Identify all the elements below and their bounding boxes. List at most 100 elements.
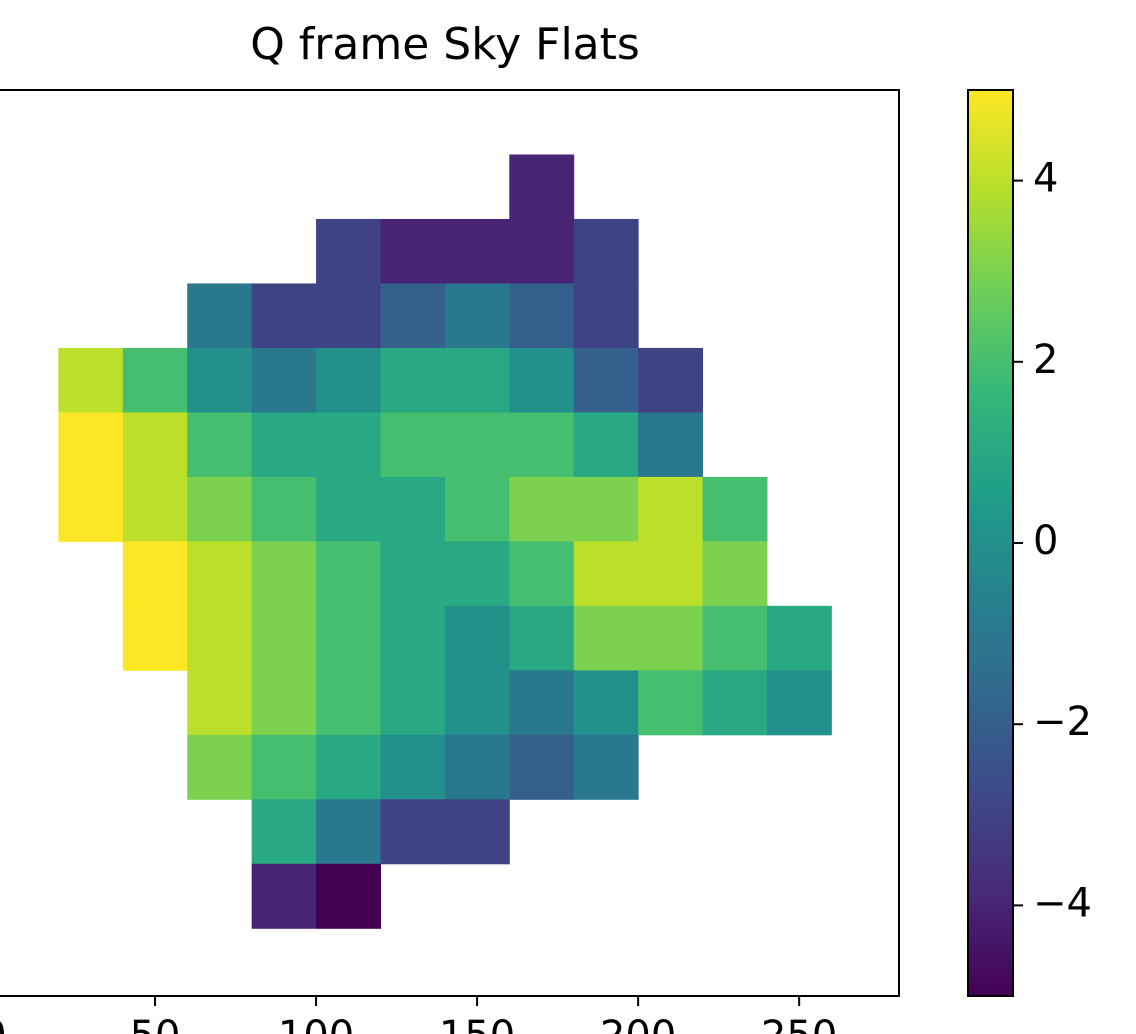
x-tick-label: 0 <box>0 1013 7 1034</box>
heatmap-cell <box>251 541 317 607</box>
heatmap-cell <box>444 347 510 413</box>
heatmap-cell <box>316 799 381 865</box>
heatmap-cell <box>251 863 317 929</box>
heatmap-cell <box>573 541 639 607</box>
heatmap-cell <box>122 412 188 478</box>
heatmap-cell <box>509 734 575 800</box>
heatmap-cell <box>58 476 124 542</box>
heatmap-cell <box>573 218 639 284</box>
heatmap-cell <box>187 541 253 607</box>
heatmap-cell <box>380 799 446 865</box>
heatmap-cell <box>316 863 381 929</box>
colorbar-tick-label: 0 <box>1033 518 1058 564</box>
heatmap-cell <box>380 734 446 800</box>
heatmap-cell <box>509 476 575 542</box>
heatmap-cell <box>573 670 639 736</box>
heatmap-cell <box>380 670 446 736</box>
heatmap-cell <box>316 670 381 736</box>
heatmap-cell <box>444 734 510 800</box>
colorbar-tick-label: −4 <box>1033 880 1092 926</box>
heatmap-cell <box>702 605 768 671</box>
x-tick-label: 100 <box>278 1013 354 1034</box>
heatmap-cell <box>122 347 188 413</box>
heatmap-cell <box>380 605 446 671</box>
x-tick-label: 200 <box>600 1013 676 1034</box>
heatmap-cell <box>509 283 575 349</box>
plot-frame <box>0 89 900 997</box>
heatmap-cell <box>702 541 768 607</box>
heatmap-cell <box>251 670 317 736</box>
heatmap-cell <box>58 412 124 478</box>
heatmap-cell <box>187 347 253 413</box>
x-tick-label: 250 <box>761 1013 837 1034</box>
heatmap-cell <box>380 541 446 607</box>
colorbar <box>967 89 1014 997</box>
heatmap-cell <box>251 476 317 542</box>
heatmap-image <box>58 154 832 929</box>
heatmap-cell <box>444 799 510 865</box>
heatmap-cell <box>573 283 639 349</box>
colorbar-tick-label: −2 <box>1033 699 1092 745</box>
heatmap-cell <box>573 412 639 478</box>
heatmap-cell <box>251 283 317 349</box>
heatmap-cell <box>58 347 124 413</box>
heatmap-cell <box>380 218 446 284</box>
heatmap-cell <box>380 347 446 413</box>
heatmap-cell <box>638 541 704 607</box>
heatmap-cell <box>573 476 639 542</box>
heatmap-cell <box>702 476 768 542</box>
heatmap-cell <box>251 412 317 478</box>
heatmap-cell <box>316 541 381 607</box>
x-tick-label: 150 <box>439 1013 515 1034</box>
heatmap-cell <box>316 347 381 413</box>
heatmap-cell <box>251 734 317 800</box>
heatmap-cell <box>187 670 253 736</box>
heatmap-cell <box>122 476 188 542</box>
heatmap-cell <box>638 670 704 736</box>
heatmap-cell <box>638 347 704 413</box>
heatmap-cell <box>509 541 575 607</box>
heatmap-cell <box>187 283 253 349</box>
heatmap-cell <box>316 734 381 800</box>
heatmap-cell <box>444 283 510 349</box>
heatmap-cell <box>638 412 704 478</box>
heatmap-cell <box>316 476 381 542</box>
heatmap-cell <box>444 476 510 542</box>
heatmap-cell <box>380 476 446 542</box>
heatmap-cell <box>444 412 510 478</box>
heatmap-cell <box>766 605 832 671</box>
heatmap-cell <box>573 347 639 413</box>
heatmap-cell <box>187 734 253 800</box>
colorbar-tick-label: 2 <box>1033 337 1058 383</box>
heatmap-cell <box>444 541 510 607</box>
heatmap-cell <box>187 605 253 671</box>
x-tick-label: 50 <box>130 1013 181 1034</box>
heatmap-cell <box>380 412 446 478</box>
heatmap-cell <box>251 605 317 671</box>
heatmap-cell <box>251 347 317 413</box>
heatmap-cell <box>380 283 446 349</box>
heatmap-cell <box>509 154 575 220</box>
heatmap-cell <box>316 412 381 478</box>
heatmap-cell <box>444 218 510 284</box>
heatmap-cell <box>122 605 188 671</box>
heatmap-cell <box>509 670 575 736</box>
chart-title: Q frame Sky Flats <box>250 19 640 70</box>
heatmap-cell <box>122 541 188 607</box>
heatmap-cell <box>509 605 575 671</box>
heatmap-cell <box>316 283 381 349</box>
heatmap-cell <box>638 605 704 671</box>
heatmap-cell <box>573 605 639 671</box>
heatmap-cell <box>316 218 381 284</box>
heatmap-cell <box>444 605 510 671</box>
heatmap-cell <box>187 412 253 478</box>
heatmap-cell <box>702 670 768 736</box>
heatmap-cell <box>573 734 639 800</box>
heatmap-cell <box>509 218 575 284</box>
heatmap-cell <box>251 799 317 865</box>
heatmap-cell <box>509 412 575 478</box>
heatmap-cell <box>187 476 253 542</box>
heatmap-cell <box>316 605 381 671</box>
